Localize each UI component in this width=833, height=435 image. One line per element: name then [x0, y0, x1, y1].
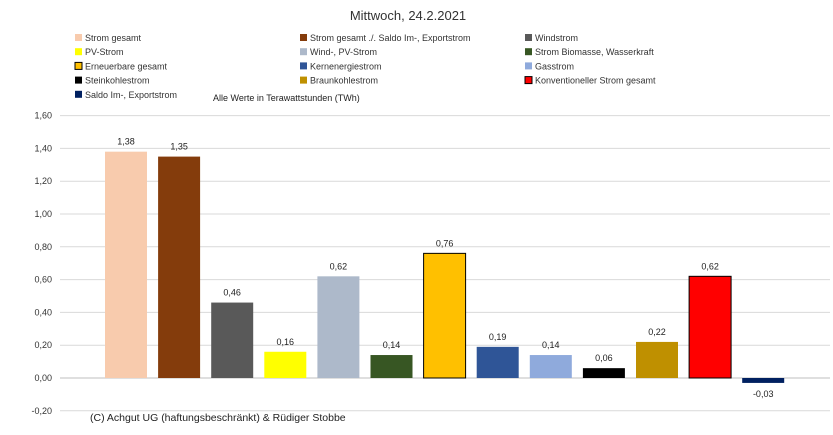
legend-swatch — [75, 34, 82, 41]
data-label: 0,62 — [330, 261, 348, 271]
bar — [317, 276, 360, 378]
legend-entry: Braunkohlestrom — [310, 76, 378, 86]
data-labels: 1,38 1,35 0,46 0,16 0,62 0,14 0,76 0,19 0,14 0,06… — [117, 137, 773, 399]
y-tick-label: 1,60 — [34, 111, 52, 121]
legend-swatch — [75, 48, 82, 56]
data-label: 0,19 — [489, 332, 507, 342]
legend-entry: Wind-, PV-Strom — [310, 47, 377, 57]
bar — [688, 275, 732, 379]
y-tick-label: 1,00 — [34, 209, 52, 219]
legend-swatch — [75, 90, 82, 98]
legend-entry: Erneuerbare gesamt — [85, 61, 168, 71]
legend-swatch — [524, 76, 533, 85]
data-label: 0,06 — [595, 353, 613, 363]
y-tick-label: 0,00 — [34, 373, 52, 383]
bar — [476, 346, 519, 378]
legend-entry: Konventioneller Strom gesamt — [535, 76, 656, 86]
legend-entry: PV-Strom — [85, 47, 124, 57]
legend-swatch — [300, 48, 307, 56]
legend-swatch — [525, 48, 532, 56]
data-label: 0,62 — [701, 261, 719, 271]
legend-swatch — [525, 34, 532, 41]
units-note: Alle Werte in Terawattstunden (TWh) — [213, 93, 360, 103]
bar — [529, 355, 572, 378]
copyright-footer: (C) Achgut UG (haftungsbeschränkt) & Rüd… — [90, 412, 346, 424]
y-tick-label: 1,20 — [34, 176, 52, 186]
y-tick-label: 0,60 — [34, 275, 52, 285]
legend-swatch — [74, 61, 83, 70]
bar — [423, 252, 467, 379]
y-tick-label: 0,40 — [34, 307, 52, 317]
legend-entry: Windstrom — [535, 33, 578, 43]
legend-entry: Saldo Im-, Exportstrom — [85, 90, 177, 100]
legend-entry: Kernenergiestrom — [310, 61, 382, 71]
data-label: -0,03 — [753, 389, 774, 399]
legend-entry: Steinkohlestrom — [85, 76, 150, 86]
bar — [158, 156, 201, 378]
y-tick-label: 0,80 — [34, 242, 52, 252]
legend-entry: Strom gesamt — [85, 33, 142, 43]
bar — [636, 341, 678, 378]
bar — [370, 355, 413, 378]
data-label: 1,35 — [170, 142, 188, 152]
data-label: 1,38 — [117, 137, 135, 147]
bar — [742, 378, 785, 383]
data-label: 0,14 — [383, 340, 401, 350]
data-label: 0,14 — [542, 340, 560, 350]
data-label: 0,22 — [648, 327, 666, 337]
legend-entry: Gasstrom — [535, 61, 574, 71]
y-axis: 1,60 1,40 1,20 1,00 0,80 0,60 0,40 0,20 0,00 -0,2… — [31, 111, 52, 416]
legend-swatch — [300, 34, 307, 41]
bars — [105, 151, 785, 383]
legend-swatch — [300, 76, 307, 84]
y-tick-label: -0,20 — [31, 406, 52, 416]
bar — [105, 151, 147, 378]
bar — [264, 351, 307, 378]
data-label: 0,76 — [436, 238, 454, 248]
legend: Strom gesamt Strom gesamt ./. Saldo Im-, … — [74, 33, 656, 100]
legend-entry: Strom Biomasse, Wasserkraft — [535, 47, 654, 57]
y-tick-label: 0,20 — [34, 340, 52, 350]
legend-entry: Strom gesamt ./. Saldo Im-, Exportstrom — [310, 33, 471, 43]
bar — [211, 302, 254, 378]
legend-swatch — [525, 62, 532, 70]
data-label: 0,16 — [277, 337, 295, 347]
legend-swatch — [75, 76, 82, 84]
legend-swatch — [300, 62, 307, 70]
chart-title: Mittwoch, 24.2.2021 — [350, 8, 466, 23]
bar — [582, 368, 625, 378]
data-label: 0,46 — [223, 288, 241, 298]
y-tick-label: 1,40 — [34, 143, 52, 153]
